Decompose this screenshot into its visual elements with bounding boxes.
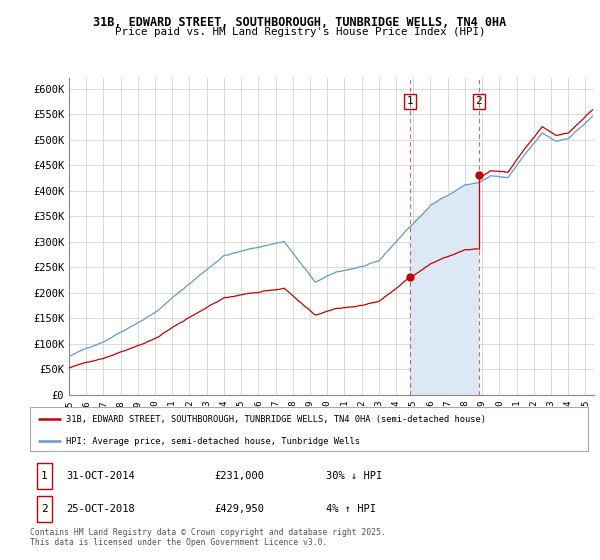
- Text: Price paid vs. HM Land Registry's House Price Index (HPI): Price paid vs. HM Land Registry's House …: [115, 27, 485, 38]
- Text: 2: 2: [475, 96, 482, 106]
- Text: 2: 2: [41, 504, 48, 514]
- Text: 31B, EDWARD STREET, SOUTHBOROUGH, TUNBRIDGE WELLS, TN4 0HA (semi-detached house): 31B, EDWARD STREET, SOUTHBOROUGH, TUNBRI…: [66, 415, 486, 424]
- Text: HPI: Average price, semi-detached house, Tunbridge Wells: HPI: Average price, semi-detached house,…: [66, 437, 360, 446]
- Text: 4% ↑ HPI: 4% ↑ HPI: [326, 504, 376, 514]
- FancyBboxPatch shape: [37, 496, 52, 522]
- Text: Contains HM Land Registry data © Crown copyright and database right 2025.
This d: Contains HM Land Registry data © Crown c…: [30, 528, 386, 547]
- Text: 1: 1: [41, 471, 48, 481]
- Text: £429,950: £429,950: [214, 504, 264, 514]
- FancyBboxPatch shape: [37, 463, 52, 489]
- Text: 31-OCT-2014: 31-OCT-2014: [66, 471, 135, 481]
- Text: £231,000: £231,000: [214, 471, 264, 481]
- Text: 30% ↓ HPI: 30% ↓ HPI: [326, 471, 382, 481]
- Text: 1: 1: [407, 96, 414, 106]
- Text: 31B, EDWARD STREET, SOUTHBOROUGH, TUNBRIDGE WELLS, TN4 0HA: 31B, EDWARD STREET, SOUTHBOROUGH, TUNBRI…: [94, 16, 506, 29]
- Text: 25-OCT-2018: 25-OCT-2018: [66, 504, 135, 514]
